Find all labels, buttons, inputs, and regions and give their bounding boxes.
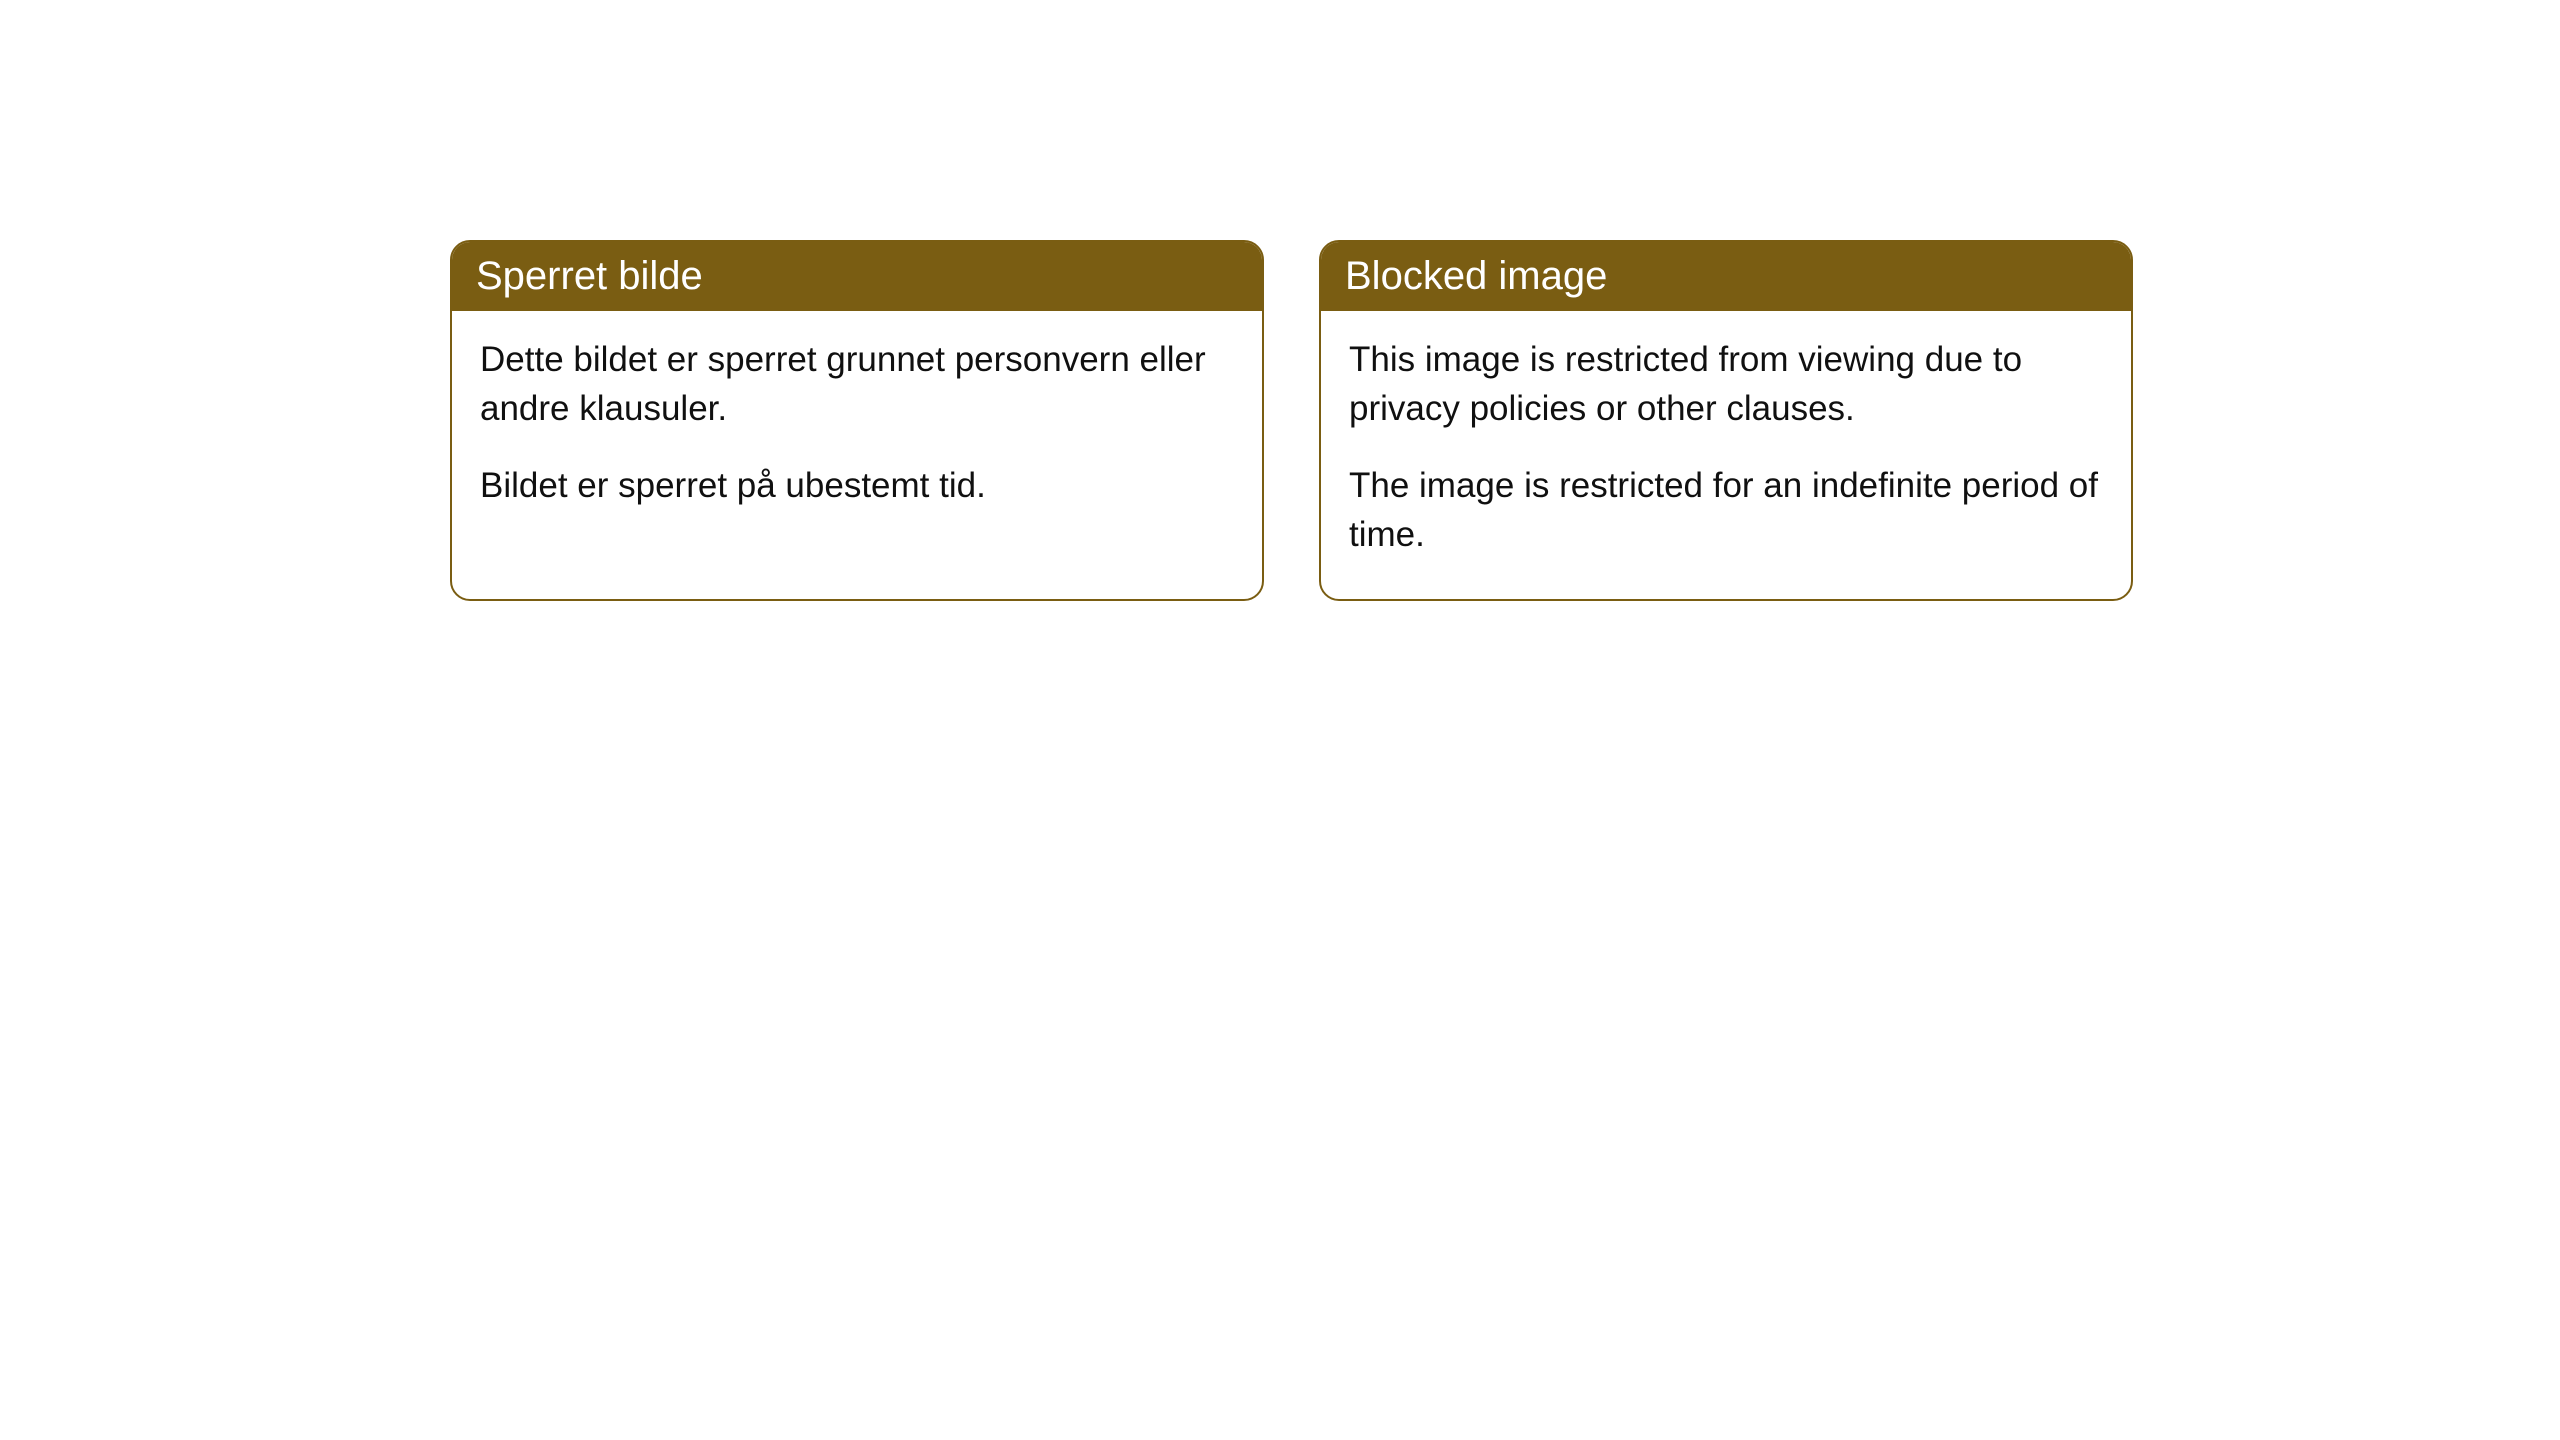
blocked-image-card-norwegian: Sperret bilde Dette bildet er sperret gr… — [450, 240, 1264, 601]
card-header-english: Blocked image — [1321, 242, 2131, 311]
blocked-image-card-english: Blocked image This image is restricted f… — [1319, 240, 2133, 601]
card-header-norwegian: Sperret bilde — [452, 242, 1262, 311]
card-paragraph-1-norwegian: Dette bildet er sperret grunnet personve… — [480, 335, 1234, 433]
card-body-english: This image is restricted from viewing du… — [1321, 311, 2131, 599]
card-paragraph-2-norwegian: Bildet er sperret på ubestemt tid. — [480, 461, 1234, 510]
card-paragraph-1-english: This image is restricted from viewing du… — [1349, 335, 2103, 433]
card-title-norwegian: Sperret bilde — [476, 254, 703, 298]
card-paragraph-2-english: The image is restricted for an indefinit… — [1349, 461, 2103, 559]
notice-cards-container: Sperret bilde Dette bildet er sperret gr… — [0, 0, 2560, 601]
card-body-norwegian: Dette bildet er sperret grunnet personve… — [452, 311, 1262, 550]
card-title-english: Blocked image — [1345, 254, 1607, 298]
